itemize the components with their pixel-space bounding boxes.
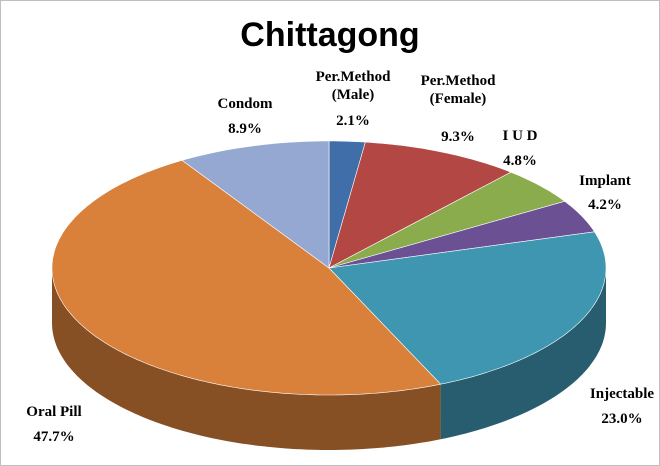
value-label: 23.0% [601,411,643,427]
value-label: 2.1% [336,113,370,129]
value-label: 47.7% [33,429,75,445]
slice-label: Condom [217,96,273,112]
slice-label: Injectable [589,386,655,402]
slice [328,200,596,269]
value-label: 8.9% [228,121,262,137]
slice-label: Per.Method (Female) [420,73,496,107]
slice-label: I U D [502,128,538,144]
value-label: 4.2% [588,197,622,213]
slice [181,140,330,269]
slice [328,231,607,385]
slice-label: Implant [579,173,631,189]
chart-title: Chittagong [240,16,420,54]
value-label: 4.8% [503,153,537,169]
slice-side [440,268,606,440]
slice [51,159,442,396]
slice [328,171,566,269]
slice [328,141,512,269]
slice-side [52,268,441,450]
slice-label: Per.Method (Male) [315,69,391,103]
slice-label: Oral Pill [26,404,82,420]
value-label: 9.3% [441,129,475,145]
